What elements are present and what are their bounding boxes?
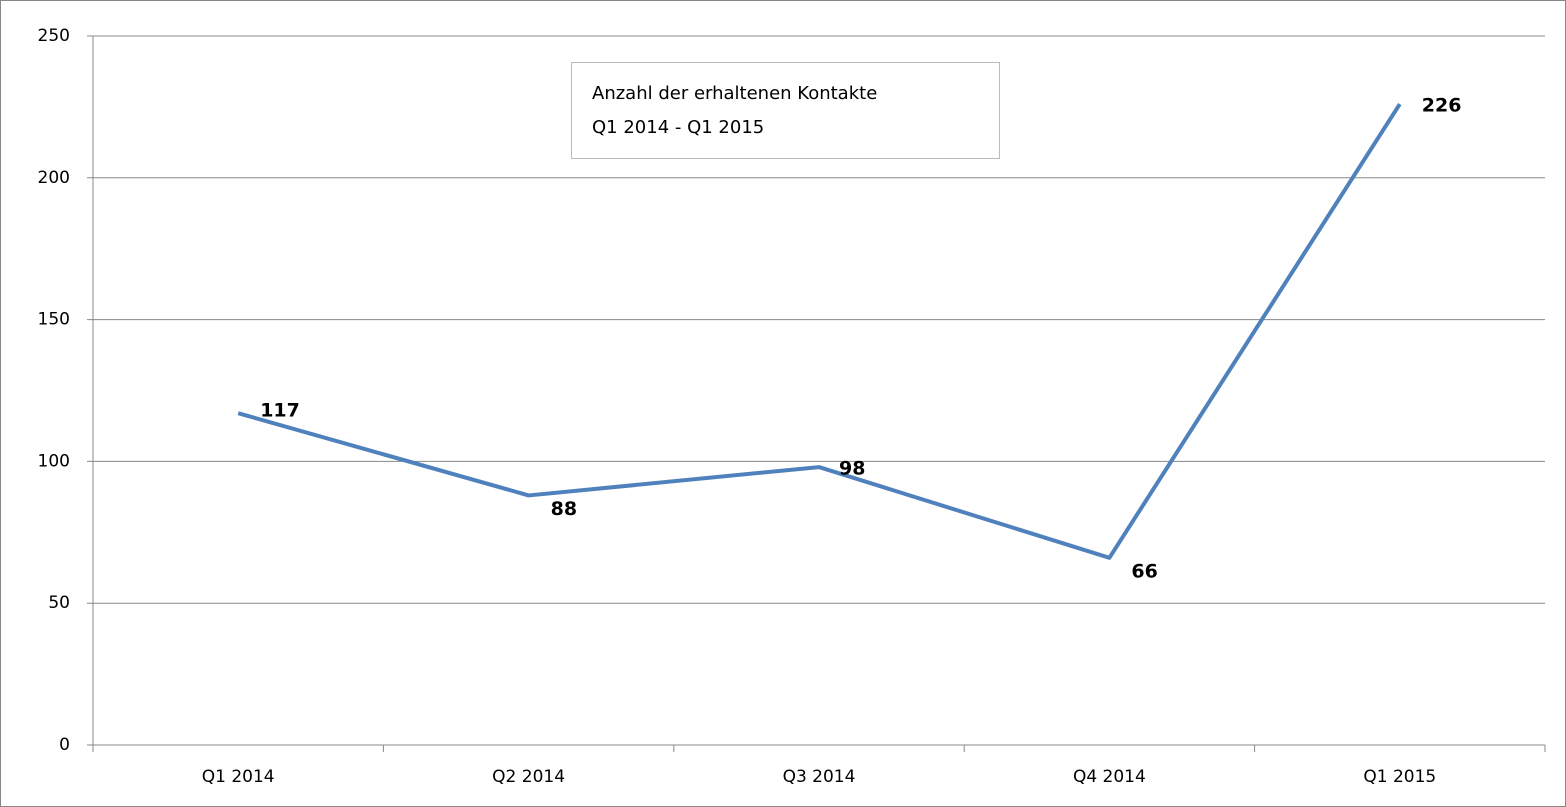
data-line [237,102,1402,560]
data-label: 117 [260,400,300,422]
x-tick-label: Q3 2014 [783,767,856,787]
x-tick-label: Q1 2014 [202,767,275,787]
y-tick-label: 250 [38,26,70,46]
y-tick-label: 100 [38,451,70,471]
data-label: 66 [1131,560,1157,582]
x-tick-label: Q1 2015 [1363,767,1436,787]
y-tick-label: 150 [38,310,70,330]
x-tick-label: Q2 2014 [492,767,565,787]
chart-title: Anzahl der erhaltenen Kontakte [592,83,877,104]
x-tick-label: Q4 2014 [1073,767,1146,787]
y-tick-label: 0 [59,735,70,755]
data-label: 88 [551,498,577,520]
data-label: 226 [1422,95,1462,117]
title-box [571,62,1000,159]
y-tick-label: 50 [48,593,70,613]
y-tick-label: 200 [38,168,70,188]
data-label: 98 [839,458,865,480]
chart-subtitle: Q1 2014 - Q1 2015 [592,117,764,138]
